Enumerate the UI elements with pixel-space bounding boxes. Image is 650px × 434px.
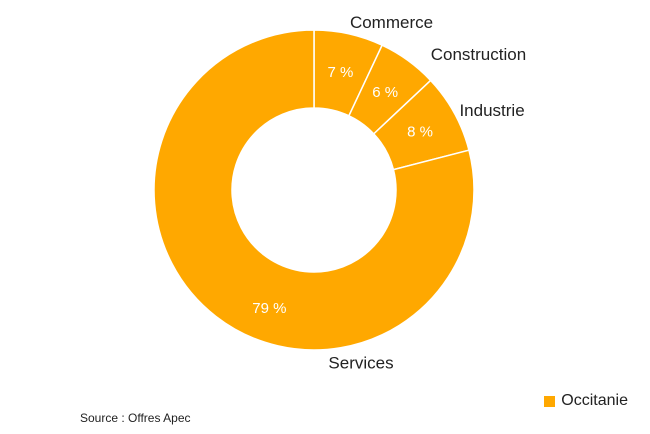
pct-label-industrie: 8 %: [407, 124, 433, 141]
category-label-construction: Construction: [431, 45, 526, 64]
legend-label: Occitanie: [561, 392, 628, 409]
pct-label-commerce: 7 %: [327, 64, 353, 81]
legend: Occitanie: [544, 392, 628, 410]
pct-label-construction: 6 %: [372, 84, 398, 101]
category-label-services: Services: [328, 354, 393, 373]
donut-slices: [153, 29, 475, 351]
slice-labels: 7 % Commerce 6 % Construction 8 % Industrie 79…: [252, 13, 526, 372]
category-label-commerce: Commerce: [350, 13, 433, 32]
pct-label-services: 79 %: [252, 300, 286, 317]
slice-services: [153, 29, 475, 351]
source-note: Source : Offres Apec: [80, 411, 191, 425]
category-label-industrie: Industrie: [459, 101, 524, 120]
legend-swatch: [544, 395, 556, 407]
